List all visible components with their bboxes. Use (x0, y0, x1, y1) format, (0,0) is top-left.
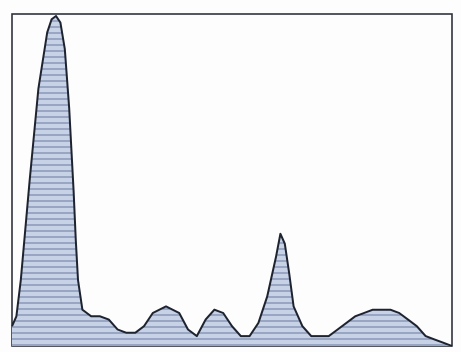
series-area (12, 16, 452, 346)
series-line (11, 15, 453, 347)
chart-frame (11, 13, 453, 347)
